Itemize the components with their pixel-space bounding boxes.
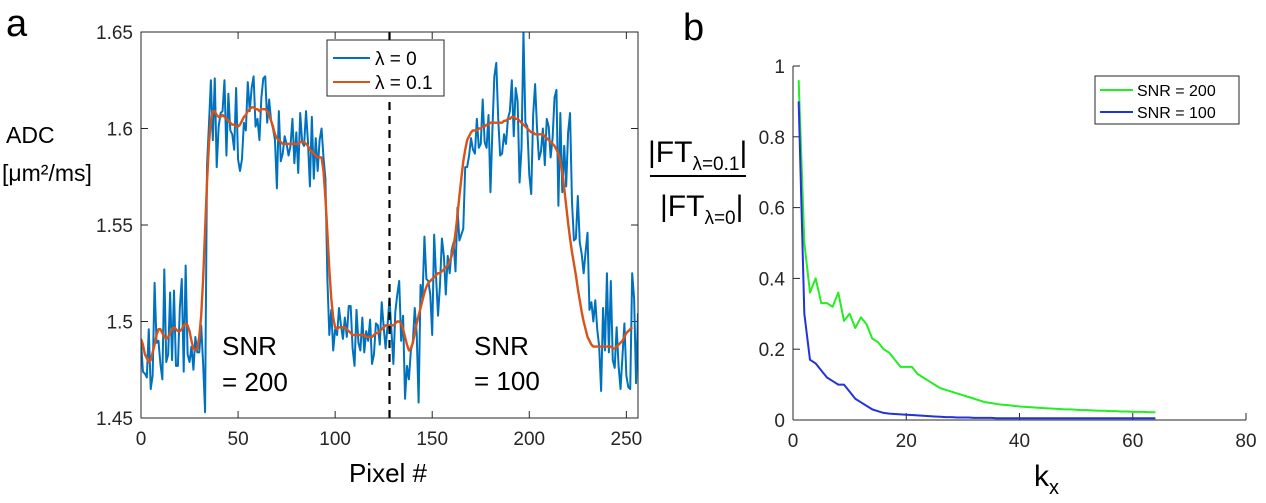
panel-b-letter: b — [683, 7, 704, 49]
a-ytick-label-4: 1.65 — [96, 23, 133, 44]
chart-b-legend: SNR = 200 SNR = 100 — [1094, 75, 1240, 125]
chart-a-annotation-snr200-line2: = 200 — [222, 367, 288, 397]
chart-b-legend-label-1: SNR = 100 — [1137, 105, 1216, 122]
a-xtick-label-4: 200 — [513, 429, 545, 450]
a-ytick-label-2: 1.55 — [96, 216, 133, 237]
a-series-line-1 — [141, 106, 634, 364]
chart-a-legend: λ = 0 λ = 0.1 — [326, 39, 445, 97]
b-xtick-label-1: 20 — [896, 431, 917, 452]
chart-a-legend-box — [326, 39, 445, 97]
a-xtick-label-2: 100 — [319, 429, 351, 450]
chart-a-annotation-snr100-line2: = 100 — [474, 366, 540, 396]
chart-b-legend-label-0: SNR = 200 — [1137, 83, 1216, 100]
chart-a-ylabel-line1: ADC — [6, 122, 55, 148]
panel-a-letter: a — [6, 3, 28, 45]
chart-b-ylabel-num-ft: FT — [656, 136, 693, 169]
b-ytick-label-0: 0 — [774, 411, 785, 432]
chart-b-xlabel: kx — [1034, 460, 1059, 499]
a-xtick-label-5: 250 — [611, 429, 643, 450]
a-xtick-label-3: 150 — [416, 429, 448, 450]
b-ytick-label-3: 0.6 — [759, 199, 785, 220]
chart-a-frame — [140, 31, 639, 419]
chart-b-ylabel-num-sub: λ=0.1 — [692, 154, 739, 175]
a-ytick-label-3: 1.6 — [107, 120, 133, 141]
b-ytick-label-2: 0.4 — [759, 269, 786, 290]
chart-b-legend-box — [1094, 75, 1240, 125]
chart-b: 0 20 40 60 80 0 0.2 0.4 0.6 0.8 1 SNR = 200 SNR = … — [648, 57, 1257, 499]
b-ytick-label-4: 0.8 — [759, 128, 785, 149]
b-series-line-1 — [797, 101, 1156, 420]
chart-b-ylabel-den-ft: FT — [668, 190, 705, 223]
a-ytick-label-0: 1.45 — [96, 409, 133, 430]
a-xtick-label-1: 50 — [228, 429, 249, 450]
chart-b-xlabel-k: k — [1034, 460, 1050, 493]
chart-b-ylabel-den-sub: λ=0 — [704, 208, 735, 229]
chart-b-xlabel-sub: x — [1049, 477, 1059, 499]
b-series-line-0 — [797, 80, 1156, 414]
chart-a: 0 50 100 150 200 250 1.45 1.5 1.55 1.6 1.65 λ = 0 … — [2, 23, 643, 488]
chart-a-legend-label-0: λ = 0 — [375, 49, 417, 70]
b-xtick-label-4: 80 — [1235, 431, 1256, 452]
b-xtick-label-2: 40 — [1009, 431, 1030, 452]
chart-a-ylabel-line2: [μm²/ms] — [2, 160, 92, 186]
a-xtick-label-0: 0 — [136, 429, 147, 450]
chart-b-ylabel-denominator: |FTλ=0| — [660, 190, 743, 229]
chart-b-ylabel: |FTλ=0.1| |FTλ=0| — [648, 136, 747, 229]
b-xtick-label-0: 0 — [788, 431, 799, 452]
chart-a-annotation-snr200-line1: SNR — [222, 331, 277, 361]
a-series-line-0 — [141, 32, 638, 414]
b-ytick-label-5: 1 — [774, 57, 785, 78]
chart-a-xlabel: Pixel # — [349, 458, 428, 488]
chart-a-annotation-snr100-line1: SNR — [474, 331, 529, 361]
b-ytick-label-1: 0.2 — [759, 340, 785, 361]
chart-a-legend-label-1: λ = 0.1 — [375, 73, 433, 94]
chart-b-ylabel-numerator: |FTλ=0.1| — [648, 136, 747, 175]
a-ytick-label-1: 1.5 — [107, 313, 133, 334]
b-xtick-label-3: 60 — [1122, 431, 1143, 452]
